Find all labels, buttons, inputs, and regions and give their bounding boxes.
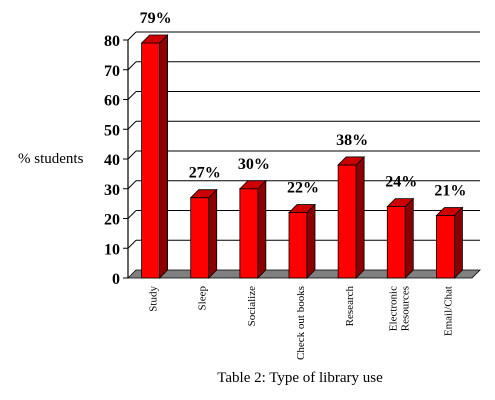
gridline-diag	[127, 61, 137, 71]
x-tick-label: ElectronicResources	[387, 286, 411, 331]
bar-top	[189, 189, 218, 199]
bar-socialize	[238, 179, 267, 279]
bar-front	[386, 206, 406, 279]
bar-front	[239, 188, 259, 279]
bar-check-out-books	[288, 203, 316, 279]
y-tick-label: 60	[104, 93, 120, 110]
bar-front	[288, 212, 308, 279]
y-tick-label: 70	[104, 63, 120, 80]
x-tick-label: Check out books	[295, 286, 307, 360]
gridline-diag	[127, 91, 137, 100]
x-tick-label: Sleep	[197, 286, 209, 311]
bar-front	[337, 164, 357, 279]
data-label: 30%	[238, 156, 270, 173]
data-label: 21%	[434, 183, 466, 200]
bar-study	[140, 34, 169, 279]
bar-front	[141, 42, 160, 279]
y-tick-labels: 0 10 20 30 40 50 60 70 80	[104, 33, 120, 288]
bar-side	[404, 197, 414, 279]
y-tick-label: 0	[112, 271, 120, 288]
x-tick-label: Study	[148, 286, 160, 312]
y-tick-label: 30	[104, 182, 120, 199]
gridline-diag	[127, 210, 137, 219]
gridline-diag	[127, 120, 137, 130]
bar-side	[355, 155, 365, 279]
y-tick-label: 20	[104, 212, 120, 229]
bar-electronic-resources	[386, 197, 415, 279]
data-label: 38%	[336, 132, 368, 149]
gridline-diag	[127, 150, 137, 160]
data-labels: 79% 27% 30% 22% 38% 24% 21%	[140, 10, 467, 200]
data-label: 24%	[385, 174, 417, 191]
gridline-diag	[127, 31, 137, 41]
x-tick-label: Email/Chat	[442, 286, 454, 336]
gridline-diag	[127, 180, 137, 190]
bar-front	[190, 197, 210, 279]
y-tick-label: 10	[104, 241, 120, 258]
y-tick-label: 50	[104, 122, 120, 139]
data-label: 27%	[189, 165, 221, 182]
bar-side	[208, 188, 218, 279]
bar-top	[337, 156, 366, 166]
gridline-diag	[127, 239, 137, 249]
bars	[140, 34, 464, 279]
y-axis	[123, 39, 129, 279]
y-tick-label: 80	[104, 33, 120, 50]
bar-side	[257, 179, 267, 279]
bar-top	[288, 204, 316, 213]
y-tick-label: 40	[104, 152, 120, 169]
x-tick-label: Research	[344, 286, 356, 327]
bar-side	[454, 206, 463, 279]
bar-side	[159, 34, 168, 279]
bar-top	[238, 180, 267, 190]
data-label: 79%	[140, 10, 172, 27]
chart-caption: Table 2: Type of library use	[217, 370, 383, 386]
bar-sleep	[189, 188, 218, 279]
data-label: 22%	[287, 180, 319, 197]
x-tick-labels: Study Sleep Socialize Check out books Resear…	[148, 286, 455, 360]
bar-top	[386, 198, 415, 208]
y-axis-label: % students	[18, 151, 84, 167]
bar-email-chat	[435, 206, 464, 279]
x-tick-label: Socialize	[246, 286, 258, 326]
bar-top	[140, 34, 169, 44]
bar-top	[435, 207, 464, 216]
bar-front	[436, 215, 455, 279]
bar-side	[306, 203, 316, 279]
bar-research	[337, 155, 366, 279]
